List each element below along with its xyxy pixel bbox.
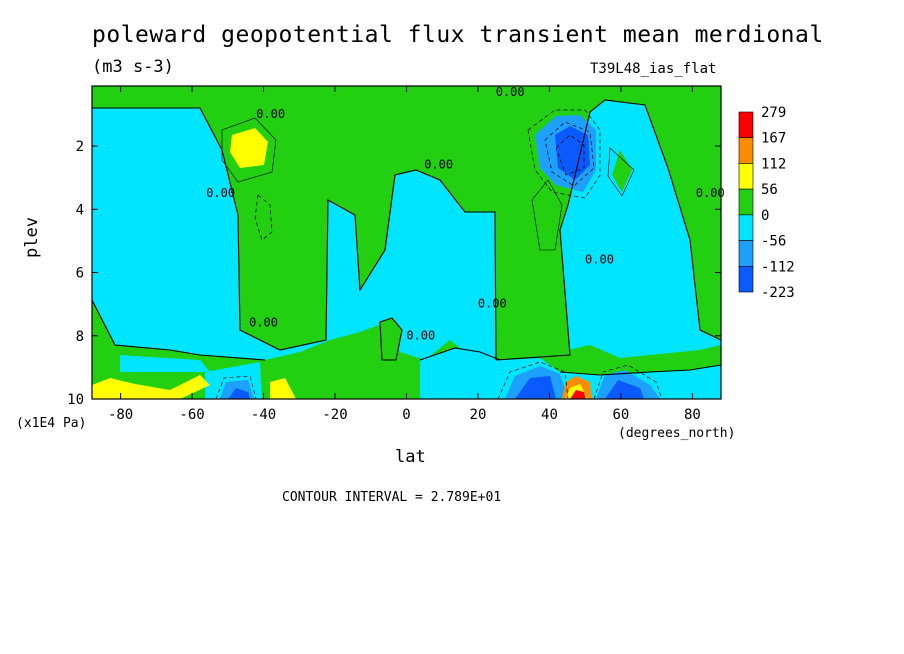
contour-label: 0.00: [406, 328, 435, 342]
yellow-bottom-mid: [270, 378, 296, 399]
colorbar-label: 0: [761, 208, 769, 224]
zero-contour-line: [559, 364, 721, 376]
x-tick-label: 80: [684, 407, 701, 423]
run-label: T39L48_ias_flat: [590, 61, 717, 77]
y-axis-ticks: 2 4 6 8 10: [67, 139, 721, 408]
x-tick-label: 40: [541, 407, 558, 423]
x-axis-sublabel: (degrees_north): [618, 426, 736, 441]
positive-contour: [221, 117, 277, 183]
zero-contour-line: [495, 99, 721, 361]
chart-units: (m3 s-3): [92, 57, 174, 77]
green-right-tongue: [612, 150, 632, 192]
green-mid-lower: [380, 318, 402, 360]
contour-label: 0.00: [424, 158, 453, 172]
zero-contour-line: [419, 347, 501, 361]
contour-fills: [92, 86, 721, 399]
colorbar-label: -112: [761, 259, 795, 275]
x-tick-label: 20: [470, 407, 487, 423]
chart-title: poleward geopotential flux transient mea…: [92, 22, 824, 48]
colorbar-swatch: [738, 137, 754, 164]
yellow-bottom-left: [92, 375, 210, 399]
contour-label: 0.00: [585, 252, 614, 266]
x-tick-label: 60: [613, 407, 630, 423]
x-tick-label: -40: [251, 407, 276, 423]
negative-contour: [555, 134, 585, 176]
negative-contour: [215, 375, 257, 399]
darkblue-bottom-b: [605, 380, 644, 399]
contour-label: 0.00: [249, 316, 278, 330]
darkblue-bottom-a: [515, 376, 556, 399]
colorbar-label: -223: [761, 285, 795, 301]
colorbar-swatch: [738, 240, 754, 267]
x-tick-label: -60: [179, 407, 204, 423]
x-tick-label: -80: [108, 407, 133, 423]
y-axis-sublabel: (x1E4 Pa): [16, 416, 87, 431]
colorbar-label: 167: [761, 131, 786, 147]
colorbar-label: 56: [761, 182, 778, 198]
colorbar-swatch: [738, 214, 754, 241]
colorbar: 279 167 112 56 0 -56 -112 -223: [738, 105, 795, 301]
negative-contours: [215, 109, 663, 399]
y-axis-label: plev: [22, 217, 42, 258]
negative-contour: [593, 364, 663, 399]
contour-label: 0.00: [696, 186, 725, 200]
x-axis-ticks: -80 -60 -40 -20 0 20 40 60 80: [108, 86, 701, 423]
colorbar-swatch: [738, 163, 754, 190]
y-tick-label: 4: [76, 202, 84, 218]
colorbar-label: 279: [761, 105, 786, 121]
darkblue-bottom-c: [228, 388, 250, 399]
zero-contour-line: [379, 317, 403, 361]
x-tick-label: -20: [322, 407, 347, 423]
yellow-upper-left: [230, 128, 268, 168]
negative-contour: [254, 194, 273, 241]
colorbar-label: -56: [761, 234, 786, 250]
colorbar-label: 112: [761, 156, 786, 172]
colorbar-swatch: [738, 188, 754, 216]
darkblue-upper-right: [555, 126, 590, 180]
positive-contour: [607, 147, 635, 197]
peak-red: [570, 390, 586, 399]
negative-contour: [544, 121, 595, 187]
y-tick-label: 6: [76, 266, 84, 282]
contour-label: 0.00: [496, 85, 525, 99]
colorbar-swatch: [738, 111, 754, 139]
zero-contour-line: [92, 299, 266, 361]
y-tick-label: 8: [76, 329, 84, 345]
contour-lines: [92, 99, 721, 376]
zero-contour-line: [92, 107, 497, 361]
cyan-left-gap: [120, 355, 210, 372]
contour-label: 0.00: [256, 107, 285, 121]
x-axis-label: lat: [395, 447, 426, 467]
contour-label: 0.00: [478, 297, 507, 311]
negative-contour: [527, 109, 601, 199]
y-tick-label: 10: [67, 392, 84, 408]
x-tick-label: 0: [402, 407, 410, 423]
contour-label: 0.00: [206, 186, 235, 200]
colorbar-swatch: [738, 265, 754, 293]
contour-interval: CONTOUR INTERVAL = 2.789E+01: [282, 490, 502, 505]
y-tick-label: 2: [76, 139, 84, 155]
